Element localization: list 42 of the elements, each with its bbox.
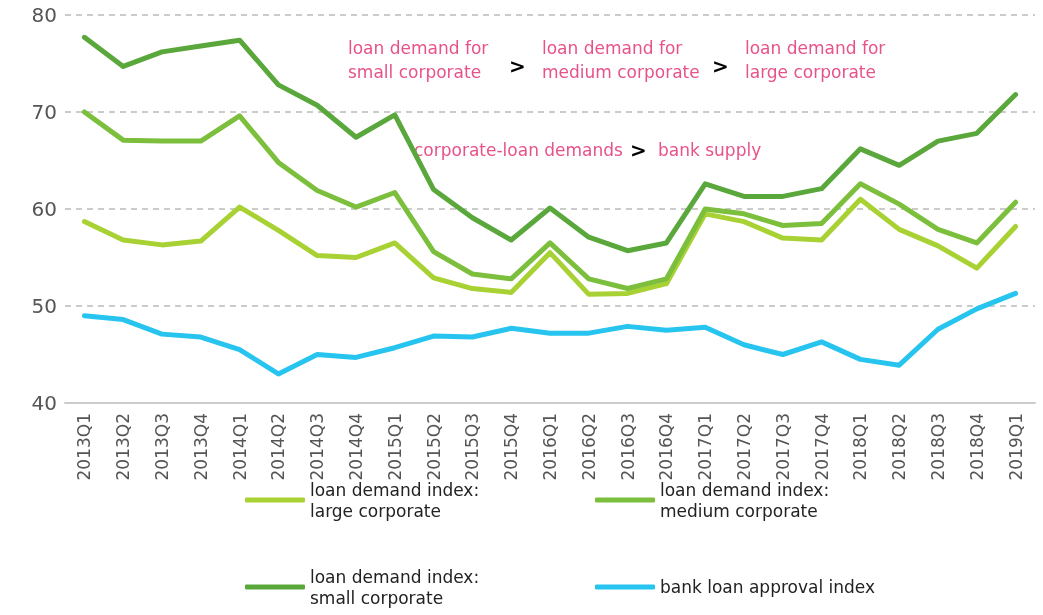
y-tick-label: 40 — [31, 391, 57, 415]
x-tick-label: 2018Q2 — [889, 413, 910, 481]
y-tick-label: 50 — [31, 294, 57, 318]
x-tick-label: 2016Q3 — [617, 413, 638, 481]
annotation: corporate-loan demands — [414, 140, 624, 160]
annotation: loan demand for medium corporate — [542, 38, 700, 82]
x-tick-label: 2013Q1 — [74, 413, 95, 481]
x-tick-label: 2016Q2 — [578, 413, 599, 481]
x-tick-label: 2017Q3 — [772, 413, 793, 481]
legend-label: bank loan approval index — [660, 577, 876, 597]
annotation: > — [712, 54, 729, 78]
x-tick-label: 2018Q3 — [928, 413, 948, 481]
x-tick-label: 2018Q1 — [850, 413, 871, 481]
y-tick-label: 80 — [31, 3, 57, 27]
x-tick-label: 2013Q3 — [152, 413, 172, 481]
x-tick-label: 2015Q1 — [384, 413, 405, 481]
x-tick-label: 2013Q2 — [113, 413, 134, 481]
x-tick-label: 2015Q3 — [462, 413, 483, 481]
x-tick-label: 2013Q4 — [190, 413, 211, 481]
x-tick-label: 2016Q1 — [540, 413, 560, 481]
x-tick-label: 2015Q4 — [501, 413, 522, 481]
x-tick-label: 2014Q3 — [307, 413, 328, 481]
x-tick-label: 2017Q1 — [695, 413, 716, 481]
x-tick-label: 2017Q2 — [734, 413, 754, 481]
annotation: loan demand for small corporate — [348, 38, 494, 82]
x-tick-label: 2014Q1 — [229, 413, 250, 481]
legend-label: loan demand index: medium corporate — [660, 479, 830, 521]
x-tick-label: 2016Q4 — [656, 413, 677, 481]
x-tick-label: 2014Q4 — [346, 413, 366, 481]
annotation: > — [509, 54, 526, 78]
annotation: > — [630, 138, 647, 162]
x-tick-label: 2015Q2 — [423, 413, 444, 481]
annotation: bank supply — [658, 140, 762, 160]
x-tick-label: 2014Q2 — [268, 413, 289, 481]
x-tick-label: 2019Q1 — [1005, 413, 1026, 481]
annotation: loan demand for large corporate — [745, 38, 891, 82]
legend-label: loan demand index: small corporate — [310, 566, 480, 608]
x-tick-label: 2018Q4 — [966, 413, 987, 481]
y-tick-label: 60 — [31, 197, 57, 221]
y-tick-label: 70 — [31, 100, 57, 124]
legend-label: loan demand index: large corporate — [310, 479, 480, 521]
x-tick-label: 2017Q4 — [811, 413, 832, 481]
